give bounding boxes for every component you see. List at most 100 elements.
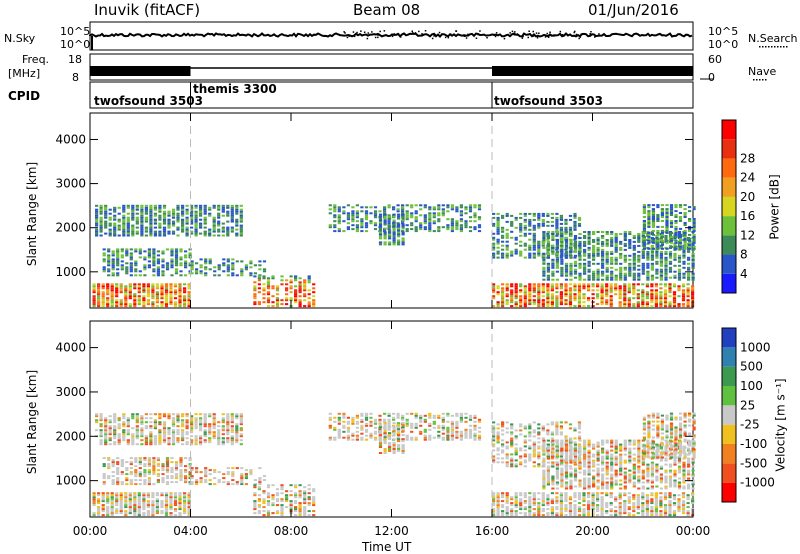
power-cell <box>592 250 596 253</box>
velocity-cell <box>151 494 155 497</box>
velocity-cell <box>153 441 157 444</box>
power-cell <box>505 214 509 217</box>
power-cell <box>683 214 687 216</box>
velocity-cell <box>514 514 518 517</box>
power-cell <box>528 289 532 292</box>
velocity-cell <box>523 512 527 515</box>
power-cell <box>124 301 128 304</box>
power-cell <box>564 272 569 275</box>
velocity-cell <box>432 420 436 423</box>
power-cell <box>244 268 248 271</box>
power-cell <box>203 220 207 223</box>
velocity-cell <box>383 428 387 431</box>
velocity-cell <box>401 434 405 437</box>
power-cell <box>664 274 668 277</box>
power-cell <box>496 287 500 290</box>
power-cell <box>97 289 101 292</box>
power-cell <box>122 222 126 225</box>
power-cell <box>514 293 518 296</box>
velocity-cell <box>128 506 132 509</box>
power-cell <box>171 210 176 213</box>
power-cell <box>532 295 536 298</box>
velocity-cell <box>450 430 454 433</box>
velocity-cell <box>428 412 432 415</box>
power-cell <box>307 301 311 304</box>
nsearch-dot <box>444 36 447 39</box>
velocity-cell <box>164 512 169 515</box>
power-cell <box>551 266 555 269</box>
power-cell <box>555 240 559 243</box>
power-cell <box>642 245 646 248</box>
velocity-cell <box>468 414 473 417</box>
velocity-cell <box>636 504 640 507</box>
power-cell <box>244 264 248 267</box>
power-cell <box>605 239 609 241</box>
power-cell <box>187 305 191 308</box>
velocity-cell <box>140 429 144 432</box>
power-cell <box>235 224 239 227</box>
power-cell <box>152 262 156 265</box>
power-cell <box>378 213 383 216</box>
power-cell <box>683 247 687 250</box>
power-cell <box>614 240 618 243</box>
power-cell <box>203 230 207 233</box>
power-cell <box>596 240 600 243</box>
velocity-cell <box>104 435 108 438</box>
power-cell <box>569 256 573 259</box>
velocity-cell <box>289 490 293 493</box>
power-cell <box>623 278 627 281</box>
power-cell <box>138 248 142 251</box>
power-cell <box>532 226 536 229</box>
power-cell <box>583 264 587 267</box>
power-cell <box>510 285 514 288</box>
power-cell <box>183 283 187 286</box>
velocity-cell <box>92 492 96 495</box>
power-cell <box>647 237 651 240</box>
power-cell <box>555 295 559 298</box>
power-cell <box>678 243 683 246</box>
velocity-cell <box>564 508 568 511</box>
velocity-cell <box>396 414 400 417</box>
velocity-cell <box>171 419 176 422</box>
power-cell <box>111 274 115 277</box>
power-cell <box>510 301 514 304</box>
power-cell <box>686 305 690 308</box>
power-cell <box>181 212 185 215</box>
power-cell <box>665 224 669 226</box>
power-cell <box>119 287 123 290</box>
power-cell <box>160 303 164 306</box>
power-cell <box>152 274 156 277</box>
power-cell <box>387 224 391 227</box>
power-cell <box>560 250 564 253</box>
power-cell <box>642 206 646 209</box>
velocity-cell <box>596 496 600 499</box>
velocity-cell <box>199 471 203 474</box>
velocity-cell <box>170 461 174 464</box>
velocity-cell <box>129 467 133 470</box>
power-cell <box>691 248 695 251</box>
power-cell <box>532 238 536 241</box>
power-cell <box>271 287 275 290</box>
power-cell <box>120 260 124 263</box>
velocity-cell <box>450 428 454 431</box>
power-cell <box>510 252 514 255</box>
power-cell <box>519 226 523 229</box>
power-cell <box>414 210 418 213</box>
power-cell <box>691 289 695 292</box>
power-cell <box>573 283 577 286</box>
velocity-cell <box>108 433 112 436</box>
velocity-cell <box>333 416 337 419</box>
power-cell <box>546 301 550 304</box>
power-cell <box>577 291 582 294</box>
power-cell <box>455 210 459 213</box>
power-cell <box>668 276 673 279</box>
power-cell <box>401 233 405 236</box>
power-cell <box>496 222 500 225</box>
velocity-cell <box>194 435 198 438</box>
power-cell <box>128 297 132 300</box>
power-cell <box>235 222 239 225</box>
velocity-cell <box>401 424 405 427</box>
nsearch-dot <box>494 35 497 38</box>
power-cell <box>333 226 337 229</box>
velocity-cell <box>555 512 559 515</box>
